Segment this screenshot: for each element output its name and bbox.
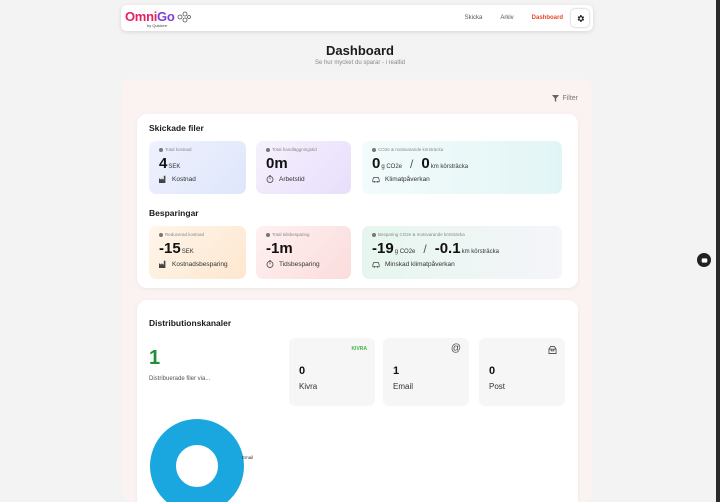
chart-legend: Email bbox=[233, 454, 253, 460]
channel-post-value: 0 bbox=[489, 365, 496, 377]
distance-savings-unit: km körsträcka bbox=[461, 249, 499, 255]
car-icon bbox=[372, 262, 380, 268]
page-title: Dashboard bbox=[326, 43, 394, 58]
channel-kivra-value: 0 bbox=[299, 365, 306, 377]
distribution-card: Distributionskanaler 1 Distribuerade fil… bbox=[137, 300, 578, 502]
co2-savings-tile: Besparing CO2e & motsvarande körsträcka … bbox=[362, 226, 562, 279]
channel-kivra[interactable]: KIVRA 0 Kivra bbox=[289, 338, 375, 406]
co2-caption: Klimatpåverkan bbox=[385, 175, 430, 183]
logo-go: Go bbox=[157, 9, 175, 24]
gear-icon bbox=[577, 14, 584, 22]
co2-savings-label: Besparing CO2e & motsvarande körsträcka bbox=[378, 232, 465, 237]
nav-link-skicka[interactable]: Skicka bbox=[464, 15, 483, 21]
nav-links: Skicka Arkiv Dashboard bbox=[465, 5, 563, 31]
co2-label: CO2e & motsvarande körsträcka bbox=[378, 147, 444, 152]
total-cost-unit: SEK bbox=[168, 164, 181, 170]
stopwatch-icon bbox=[266, 175, 274, 183]
at-icon: @ bbox=[450, 343, 461, 354]
logo-nodes-icon bbox=[177, 11, 191, 23]
info-icon bbox=[159, 147, 163, 152]
settings-button[interactable] bbox=[571, 9, 589, 27]
savings-title: Besparingar bbox=[149, 208, 199, 218]
funnel-icon bbox=[552, 95, 560, 102]
legend-label-email: Email bbox=[242, 454, 254, 460]
total-time-tile: Total handläggningstid 0m Arbetstid bbox=[256, 141, 351, 194]
co2-value: 0 bbox=[372, 155, 381, 172]
top-navbar: Omni Go by Quickerr Skicka Arkiv Dashboar… bbox=[121, 5, 593, 31]
stopwatch-icon bbox=[266, 260, 274, 268]
total-cost-value: 4 bbox=[159, 155, 168, 172]
co2-unit: g CO2e bbox=[381, 164, 403, 170]
info-icon bbox=[372, 232, 376, 237]
channel-email[interactable]: @ 1 Email bbox=[383, 338, 469, 406]
info-icon bbox=[372, 147, 376, 152]
distribution-donut-chart bbox=[150, 419, 244, 502]
logo-tagline: by Quickerr bbox=[147, 23, 168, 28]
time-savings-value: -1m bbox=[266, 240, 293, 257]
info-icon bbox=[266, 147, 270, 152]
time-savings-label: Total tidsbesparing bbox=[272, 232, 310, 237]
factory-icon bbox=[159, 260, 166, 268]
co2-tile: CO2e & motsvarande körsträcka 0g CO2e/0k… bbox=[362, 141, 562, 194]
reduced-cost-unit: SEK bbox=[181, 249, 194, 255]
distributed-total: 1 bbox=[149, 347, 161, 369]
co2-savings-unit: g CO2e bbox=[394, 249, 416, 255]
channel-kivra-name: Kivra bbox=[299, 382, 318, 391]
co2-separator: / bbox=[410, 157, 414, 171]
total-time-caption: Arbetstid bbox=[279, 175, 305, 183]
channel-email-value: 1 bbox=[393, 365, 400, 377]
logo-omni: Omni bbox=[125, 9, 158, 24]
total-time-label: Total handläggningstid bbox=[272, 147, 317, 152]
dashboard-panel: Filter Skickade filer Total kostnad 4SEK… bbox=[122, 79, 592, 502]
mailbox-icon bbox=[548, 346, 557, 354]
side-chat-button[interactable] bbox=[697, 253, 711, 267]
distance-value: 0 bbox=[421, 155, 430, 172]
scrollbar[interactable] bbox=[716, 0, 720, 502]
distance-savings-value: -0.1 bbox=[434, 240, 461, 257]
car-icon bbox=[372, 177, 380, 183]
logo-wordmark: Omni Go bbox=[125, 9, 175, 24]
co2-savings-separator: / bbox=[423, 242, 427, 256]
channel-email-name: Email bbox=[393, 382, 414, 391]
distributed-caption: Distribuerade filer via... bbox=[149, 376, 211, 382]
nav-link-arkiv[interactable]: Arkiv bbox=[500, 15, 514, 21]
info-icon bbox=[266, 232, 270, 237]
page-subtitle: Se hur mycket du sparar - i realtid bbox=[314, 60, 406, 66]
channel-post[interactable]: 0 Post bbox=[479, 338, 565, 406]
filter-label: Filter bbox=[562, 95, 578, 102]
reduced-cost-caption: Kostnadsbesparing bbox=[172, 260, 228, 268]
nav-link-dashboard[interactable]: Dashboard bbox=[531, 15, 563, 21]
time-savings-tile: Total tidsbesparing -1m Tidsbesparing bbox=[256, 226, 351, 279]
co2-savings-caption: Minskad klimatpåverkan bbox=[385, 260, 455, 268]
reduced-cost-tile: Reducerad kostnad -15SEK Kostnadsbespari… bbox=[149, 226, 246, 279]
chat-icon bbox=[701, 257, 707, 263]
distribution-title: Distributionskanaler bbox=[149, 318, 232, 328]
omnigo-logo[interactable]: Omni Go by Quickerr bbox=[125, 8, 191, 28]
filter-button[interactable]: Filter bbox=[552, 95, 578, 102]
time-savings-caption: Tidsbesparing bbox=[279, 260, 320, 268]
channel-post-name: Post bbox=[489, 382, 506, 391]
total-time-value: 0m bbox=[266, 155, 288, 172]
kivra-logo: KIVRA bbox=[351, 346, 367, 352]
stats-card: Skickade filer Total kostnad 4SEK Kostna… bbox=[137, 114, 578, 288]
info-icon bbox=[159, 232, 163, 237]
legend-swatch-email bbox=[233, 454, 239, 460]
reduced-cost-value: -15 bbox=[159, 240, 181, 257]
factory-icon bbox=[159, 175, 166, 183]
total-cost-label: Total kostnad bbox=[165, 147, 192, 152]
total-cost-caption: Kostnad bbox=[172, 175, 196, 183]
donut-slice-email[interactable] bbox=[150, 419, 244, 502]
total-cost-tile: Total kostnad 4SEK Kostnad bbox=[149, 141, 246, 194]
co2-savings-value: -19 bbox=[372, 240, 394, 257]
sent-files-title: Skickade filer bbox=[149, 123, 204, 133]
reduced-cost-label: Reducerad kostnad bbox=[165, 232, 205, 237]
distance-unit: km körsträcka bbox=[430, 164, 469, 170]
